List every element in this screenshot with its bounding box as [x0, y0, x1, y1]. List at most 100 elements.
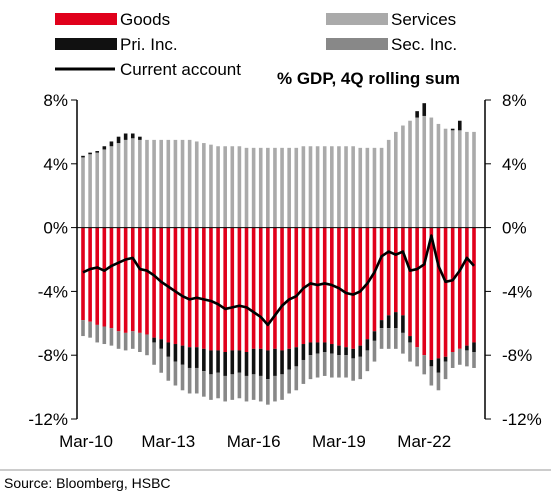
bar-pri-inc — [322, 342, 327, 353]
bar-goods — [116, 227, 121, 332]
bar-pri-inc — [436, 358, 441, 373]
bar-services — [258, 147, 263, 228]
bar-sec-inc — [237, 372, 242, 399]
bar-services — [216, 146, 220, 228]
bar-goods — [202, 227, 206, 349]
bar-sec-inc — [102, 326, 107, 345]
bar-pri-inc — [187, 347, 192, 368]
y-tick-label-right: 4% — [502, 155, 527, 174]
bar-sec-inc — [436, 372, 441, 391]
x-tick-label: Mar-13 — [141, 432, 195, 451]
bar-goods — [422, 227, 427, 356]
bar-sec-inc — [130, 331, 135, 349]
bar-goods — [308, 227, 313, 343]
bar-services — [429, 117, 434, 228]
bar-goods — [237, 227, 242, 351]
bar-pri-inc — [401, 315, 405, 333]
bar-services — [386, 139, 391, 228]
bar-sec-inc — [301, 359, 306, 384]
bar-pri-inc — [379, 320, 384, 329]
bar-sec-inc — [95, 324, 100, 343]
bar-services — [450, 130, 455, 228]
bar-pri-inc — [109, 141, 114, 147]
bar-services — [95, 152, 100, 228]
bar-pri-inc — [95, 151, 100, 153]
bar-pri-inc — [287, 348, 291, 370]
bar-pri-inc — [123, 133, 128, 140]
bar-pri-inc — [258, 348, 263, 376]
bar-goods — [372, 227, 377, 332]
legend-label-pri-inc: Pri. Inc. — [120, 35, 178, 54]
bar-services — [394, 131, 398, 228]
bar-services — [287, 147, 291, 228]
bar-pri-inc — [216, 350, 220, 373]
bar-sec-inc — [280, 374, 284, 400]
y-tick-label-left: -12% — [28, 410, 68, 429]
bar-services — [322, 146, 327, 228]
bar-goods — [159, 227, 163, 340]
bar-pri-inc — [138, 136, 142, 140]
bar-sec-inc — [351, 358, 355, 381]
bar-services — [330, 146, 334, 228]
bar-sec-inc — [365, 350, 370, 372]
bar-sec-inc — [273, 375, 277, 402]
bar-pri-inc — [308, 342, 313, 356]
bar-sec-inc — [202, 371, 206, 397]
bar-services — [81, 157, 85, 228]
legend-swatch-sec-inc — [326, 38, 388, 50]
bar-goods — [102, 227, 107, 327]
bar-goods — [394, 227, 398, 313]
chart-title: % GDP, 4Q rolling sum — [277, 69, 460, 88]
current-account-layer — [82, 234, 475, 327]
bar-goods — [429, 227, 434, 360]
bar-services — [166, 139, 171, 228]
bar-services — [123, 139, 128, 228]
bar-pri-inc — [294, 347, 299, 367]
bar-sec-inc — [308, 355, 313, 380]
bar-goods — [301, 227, 306, 345]
y-tick-label-left: -4% — [38, 282, 68, 301]
bar-services — [209, 144, 213, 228]
bar-goods — [443, 227, 448, 357]
bar-goods — [145, 227, 149, 335]
bar-pri-inc — [237, 350, 242, 373]
bar-goods — [337, 227, 341, 346]
bar-goods — [251, 227, 256, 349]
bar-sec-inc — [394, 328, 398, 349]
bar-services — [88, 154, 92, 228]
bar-services — [379, 147, 384, 228]
bar-sec-inc — [266, 379, 270, 405]
bar-pri-inc — [202, 348, 206, 372]
bar-goods — [166, 227, 171, 343]
bar-pri-inc — [173, 344, 178, 362]
bar-sec-inc — [330, 353, 334, 378]
bar-services — [251, 147, 256, 228]
bar-sec-inc — [408, 342, 412, 362]
bar-pri-inc — [130, 133, 135, 139]
bar-sec-inc — [166, 356, 171, 381]
legend-item-services: Services — [326, 10, 456, 29]
bar-pri-inc — [166, 342, 171, 357]
bar-pri-inc — [450, 128, 455, 131]
legend-item-goods: Goods — [55, 10, 170, 29]
bar-sec-inc — [457, 348, 462, 365]
bar-pri-inc — [159, 339, 163, 349]
bar-pri-inc — [116, 136, 121, 144]
bar-sec-inc — [422, 355, 427, 375]
bar-services — [159, 139, 163, 228]
bar-pri-inc — [422, 103, 427, 116]
bar-services — [152, 139, 156, 228]
bar-goods — [457, 227, 462, 349]
bar-sec-inc — [194, 367, 199, 394]
y-tick-label-left: -8% — [38, 346, 68, 365]
bar-services — [187, 139, 192, 228]
legend-item-current-account: Current account — [55, 60, 241, 79]
legend-item-pri-inc: Pri. Inc. — [55, 35, 178, 54]
bar-pri-inc — [457, 120, 462, 131]
bar-pri-inc — [209, 350, 213, 375]
bar-goods — [88, 227, 92, 322]
y-tick-label-left: 8% — [43, 91, 68, 110]
bar-goods — [401, 227, 405, 316]
bar-goods — [386, 227, 391, 316]
bar-goods — [194, 227, 199, 348]
